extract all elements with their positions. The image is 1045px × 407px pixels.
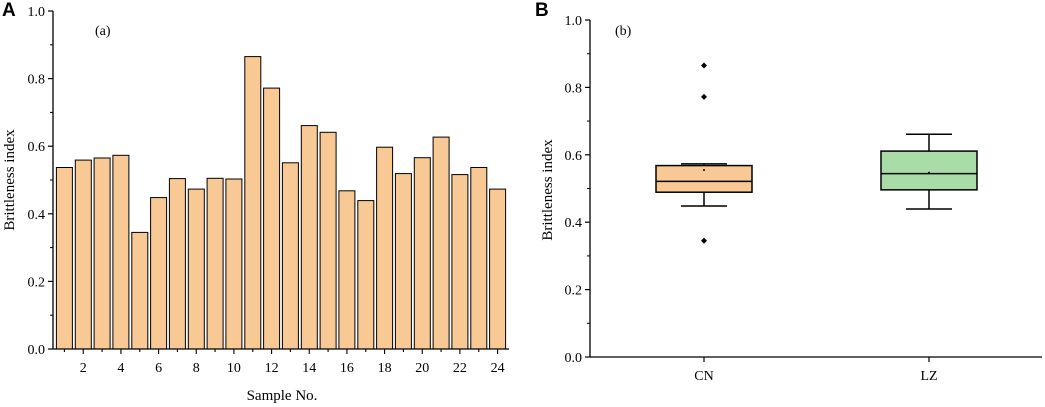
panel-letter-a: A: [2, 0, 16, 21]
bars-group: [55, 56, 507, 350]
bar-sample-7: [168, 178, 186, 350]
x-axis-title-a: Sample No.: [247, 388, 318, 404]
bar-sample-3: [93, 157, 111, 350]
panel-a-bar-chart: A (a) 0.00.20.40.60.81.0 2 4 6 8 10 12 14 16 18 2…: [2, 0, 509, 404]
y-tick-label: 0.4: [28, 208, 46, 223]
outlier-point: [701, 62, 707, 69]
y-axis-title-b: Brittleness index: [540, 139, 556, 241]
box-cn: [655, 62, 753, 244]
bar-sample-1: [55, 167, 73, 350]
box-iqr: [880, 150, 978, 191]
x-tick-label: 24: [491, 361, 505, 376]
bar-sample-11: [244, 56, 262, 350]
bar-sample-18: [376, 146, 394, 350]
x-tick-label: 6: [155, 361, 162, 376]
y-ticks-a: 0.0 0.2 0.4 0.6 0.8 1.0: [28, 5, 53, 358]
x-tick-label: 12: [265, 361, 279, 376]
bar-sample-2: [74, 159, 92, 350]
bar-sample-12: [263, 87, 281, 350]
x-tick-label: 18: [378, 361, 392, 376]
y-tick-label: 1.0: [28, 5, 46, 20]
panel-letter-b: B: [535, 0, 549, 21]
bar-sample-4: [112, 154, 130, 350]
x-tick-label-lz: LZ: [920, 369, 937, 384]
box-lz: [880, 133, 978, 210]
y-tick-label: 1.0: [565, 14, 583, 29]
bar-sample-17: [357, 200, 375, 350]
bar-sample-23: [470, 167, 488, 350]
bar-sample-10: [225, 178, 243, 350]
panel-tag-a: (a): [95, 24, 111, 39]
y-tick-label: 0.0: [565, 351, 583, 366]
bar-sample-19: [394, 173, 412, 350]
bar-sample-5: [131, 231, 149, 350]
x-ticks-b: CN LZ: [694, 357, 938, 384]
bar-sample-22: [451, 174, 469, 350]
x-tick-label: 2: [80, 361, 87, 376]
bar-sample-13: [281, 162, 299, 350]
x-tick-label: 14: [302, 361, 316, 376]
bar-sample-15: [319, 131, 337, 350]
bar-sample-6: [150, 197, 168, 350]
x-tick-label: 8: [193, 361, 200, 376]
outlier-point: [701, 93, 707, 100]
y-tick-label: 0.6: [28, 140, 46, 155]
bar-sample-8: [187, 188, 205, 350]
y-tick-label: 0.2: [28, 275, 46, 290]
y-tick-label: 0.8: [565, 81, 583, 96]
y-axis-title-a: Brittleness index: [2, 129, 18, 231]
panel-b-box-plot: B (b) 0.0 0.2 0.4 0.6 0.8 1.0 CN LZ Brittlenes…: [535, 0, 1042, 384]
x-tick-label: 16: [340, 361, 354, 376]
outlier-point: [701, 237, 707, 244]
bar-sample-24: [489, 188, 507, 350]
bar-sample-20: [413, 157, 431, 350]
panel-tag-b: (b): [615, 24, 632, 39]
mean-marker: [928, 171, 930, 174]
x-tick-label: 22: [453, 361, 467, 376]
y-tick-label: 0.2: [565, 284, 583, 299]
bar-sample-9: [206, 177, 224, 350]
y-tick-label: 0.0: [28, 343, 46, 358]
x-tick-label: 20: [415, 361, 429, 376]
y-tick-label: 0.4: [565, 216, 583, 231]
x-tick-label-cn: CN: [694, 369, 713, 384]
bar-sample-16: [338, 190, 356, 350]
x-tick-label: 10: [227, 361, 241, 376]
mean-marker: [703, 168, 705, 171]
y-tick-label: 0.6: [565, 149, 583, 164]
y-tick-label: 0.8: [28, 73, 46, 88]
bar-sample-21: [432, 136, 450, 350]
x-ticks-a: 2 4 6 8 10 12 14 16 18 20 22 24: [63, 349, 505, 376]
bar-sample-14: [300, 125, 318, 350]
y-ticks-b: 0.0 0.2 0.4 0.6 0.8 1.0: [565, 14, 590, 366]
x-tick-label: 4: [117, 361, 124, 376]
boxes-group: [655, 62, 978, 244]
